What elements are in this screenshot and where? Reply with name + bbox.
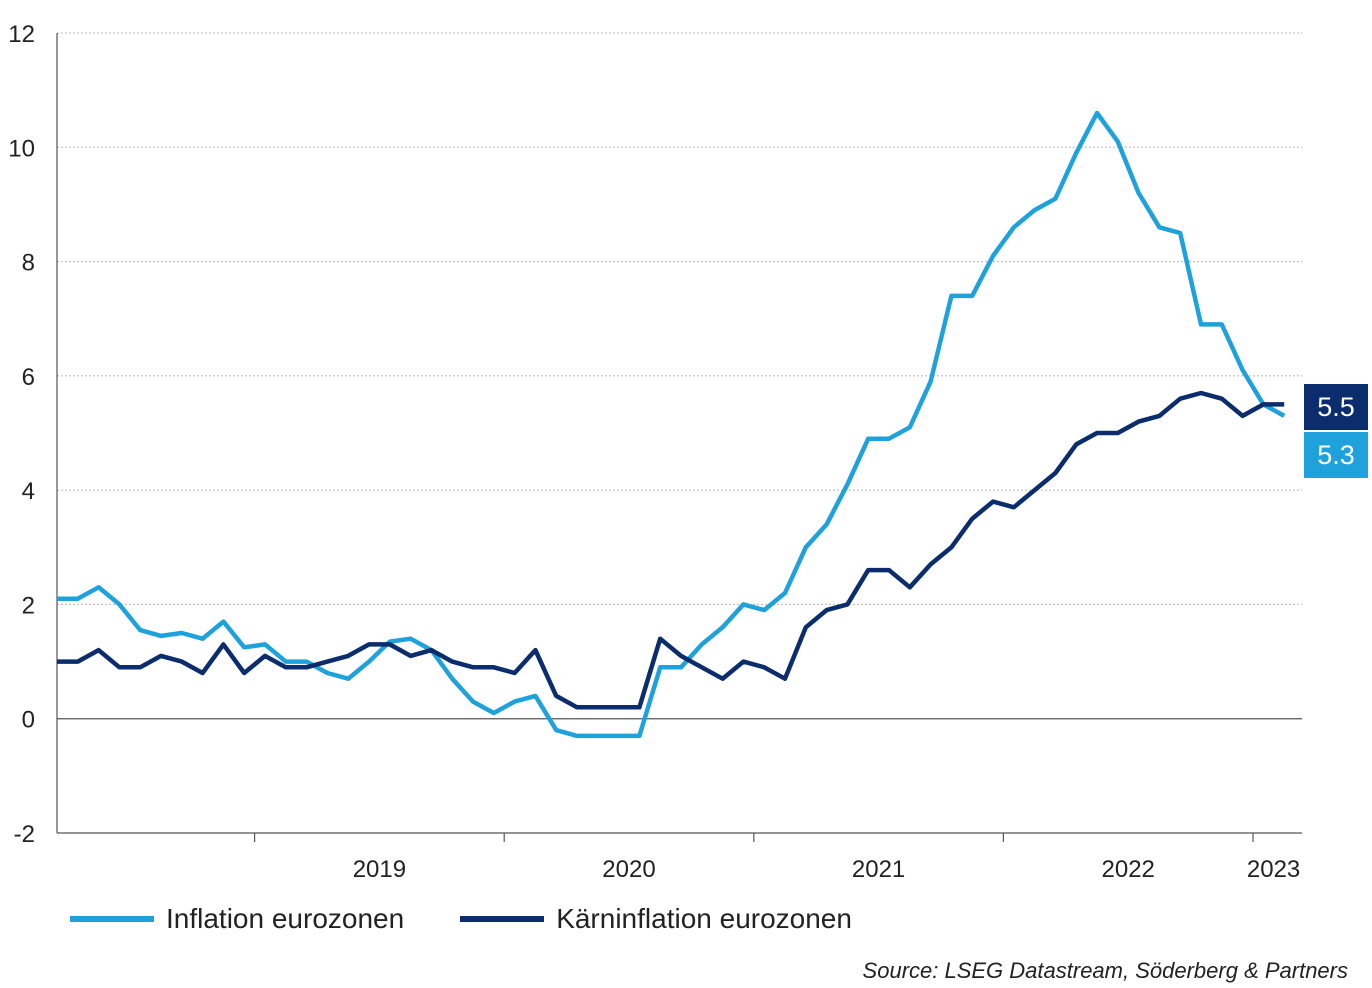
end-label-core-inflation: 5.5 <box>1304 384 1368 430</box>
end-label-inflation: 5.3 <box>1304 432 1368 478</box>
legend-swatch-inflation <box>70 916 154 922</box>
y-tick-label: 12 <box>8 21 35 48</box>
grid-lines <box>57 32 1302 605</box>
legend-swatch-core-inflation <box>460 916 545 922</box>
legend-item-inflation: Inflation eurozonen <box>70 903 404 935</box>
x-tick-label: 2019 <box>353 856 406 883</box>
x-tick-label: 2020 <box>602 856 655 883</box>
y-tick-labels: -2 0 2 4 6 8 10 12 <box>8 21 35 848</box>
y-tick-label: -2 <box>14 821 35 848</box>
y-tick-label: 10 <box>8 135 35 162</box>
x-tick-label: 2023 <box>1247 856 1300 883</box>
axes <box>56 33 1302 842</box>
y-tick-label: 0 <box>22 707 35 734</box>
x-tick-label: 2022 <box>1102 856 1155 883</box>
legend-label-core-inflation: Kärninflation eurozonen <box>556 903 852 934</box>
series-lines <box>57 110 1286 739</box>
x-tick-label: 2021 <box>852 856 905 883</box>
y-tick-label: 4 <box>22 478 35 505</box>
series-line-core-inflation <box>57 390 1285 710</box>
legend: Inflation eurozonen Kärninflation eurozo… <box>70 903 908 935</box>
y-tick-label: 8 <box>22 250 35 277</box>
legend-item-core-inflation: Kärninflation eurozonen <box>460 903 852 935</box>
y-tick-label: 6 <box>22 364 35 391</box>
source-note: Source: LSEG Datastream, Söderberg & Par… <box>862 958 1348 983</box>
series-line-inflation <box>57 110 1286 739</box>
y-tick-label: 2 <box>22 592 35 619</box>
legend-label-inflation: Inflation eurozonen <box>166 903 405 934</box>
line-chart: -2 0 2 4 6 8 10 12 2019 2020 2021 2022 2023 <box>8 21 1302 883</box>
x-tick-labels: 2019 2020 2021 2022 2023 <box>353 856 1301 883</box>
